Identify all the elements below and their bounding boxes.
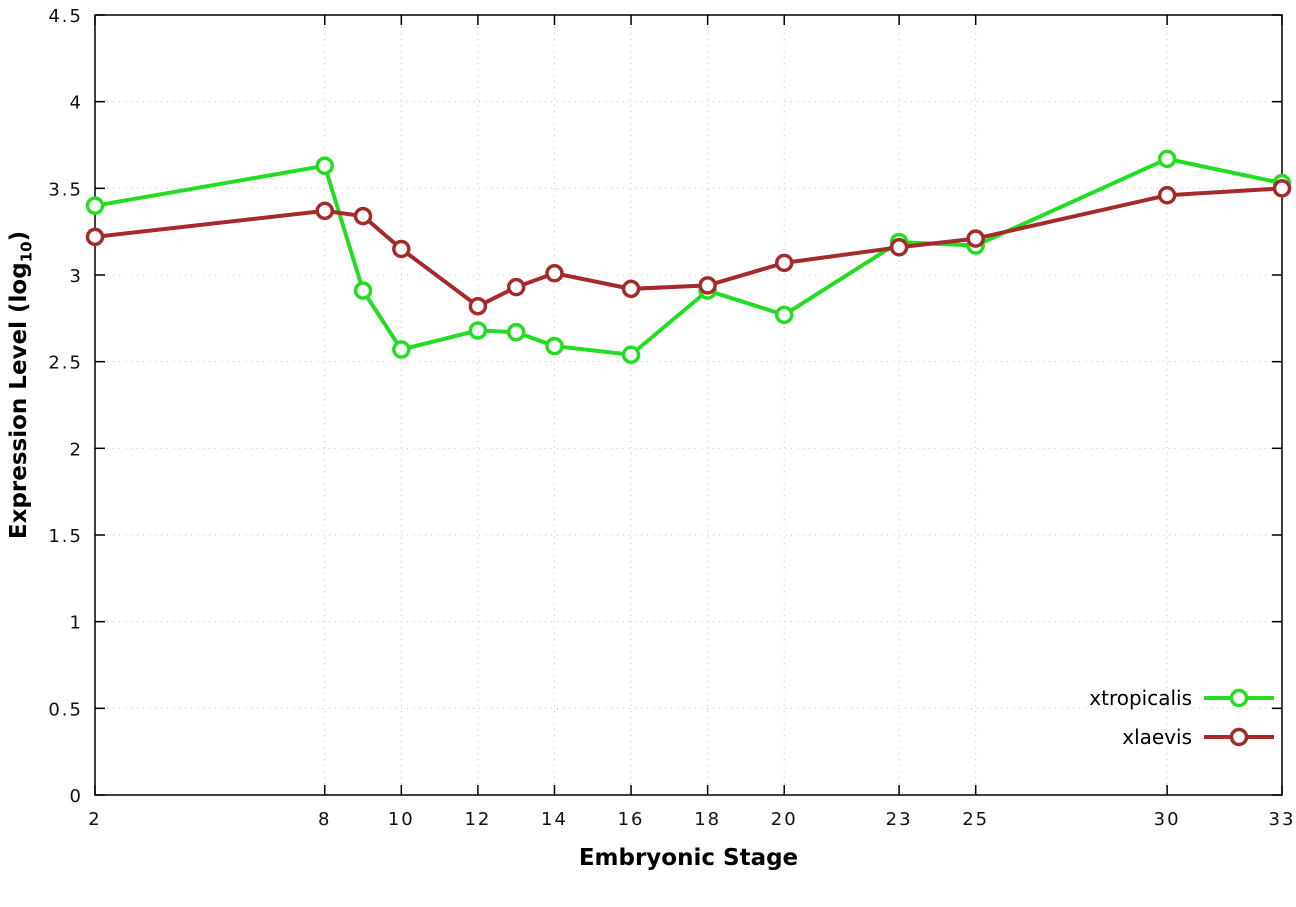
x-tick-label: 10	[388, 809, 415, 830]
x-tick-label: 30	[1154, 809, 1181, 830]
x-tick-label: 20	[771, 809, 798, 830]
data-point-xlaevis	[1272, 179, 1292, 198]
data-point-xlaevis	[774, 253, 794, 273]
data-point-xlaevis	[966, 229, 985, 248]
data-point-xtropicalis	[85, 196, 105, 215]
data-point-xtropicalis	[315, 156, 334, 176]
data-point-xlaevis	[1157, 186, 1177, 205]
y-tick-label: 0	[70, 786, 83, 807]
legend-marker-xlaevis	[1229, 727, 1249, 747]
x-tick-label: 12	[464, 809, 491, 830]
y-axis-label-text: Expression Level (log	[6, 262, 32, 540]
y-tick-label: 1	[70, 613, 83, 634]
x-tick-label: 2	[88, 809, 101, 830]
x-tick-label: 25	[962, 809, 989, 830]
y-tick-label: 0.5	[48, 699, 83, 720]
plot-border	[94, 14, 1283, 796]
legend-label-xlaevis: xlaevis	[1122, 725, 1192, 749]
data-point-xtropicalis	[468, 321, 488, 340]
data-point-xlaevis	[889, 238, 909, 257]
data-point-xlaevis	[85, 227, 105, 247]
y-axis-label-close: )	[6, 230, 32, 242]
legend-marker-xtropicalis	[1229, 688, 1249, 708]
y-tick-label: 4.5	[48, 6, 83, 27]
y-tick-label: 1.5	[48, 526, 83, 547]
data-point-xtropicalis	[506, 322, 526, 342]
data-point-xtropicalis	[621, 345, 641, 364]
data-point-xlaevis	[698, 276, 717, 295]
x-tick-label: 16	[618, 809, 645, 830]
y-axis-label: Expression Level (log10)	[6, 231, 36, 539]
data-point-xtropicalis	[353, 281, 373, 300]
data-point-xlaevis	[506, 277, 526, 297]
x-tick-label: 8	[318, 809, 331, 830]
legend-label-xtropicalis: xtropicalis	[1089, 686, 1192, 710]
x-tick-label: 33	[1269, 809, 1296, 830]
data-point-xtropicalis	[545, 336, 564, 356]
x-axis-label: Embryonic Stage	[578, 845, 799, 871]
y-tick-label: 3.5	[48, 179, 83, 200]
data-point-xlaevis	[353, 206, 373, 226]
data-point-xtropicalis	[1157, 149, 1177, 169]
data-point-xlaevis	[392, 239, 411, 259]
series-line-xtropicalis	[93, 156, 1284, 357]
y-axis-label-subscript: 10	[17, 241, 36, 263]
x-tick-label: 18	[694, 809, 721, 830]
series-line-xlaevis	[93, 186, 1284, 309]
y-tick-label: 2.5	[48, 353, 83, 374]
y-tick-label: 2	[70, 439, 83, 460]
x-tick-label: 23	[886, 809, 913, 830]
x-tick-label: 14	[541, 809, 568, 830]
data-point-xtropicalis	[392, 340, 411, 359]
data-point-xlaevis	[621, 279, 641, 299]
y-tick-label: 4	[70, 93, 83, 114]
data-point-xlaevis	[315, 201, 334, 221]
y-tick-label: 3	[70, 266, 83, 287]
data-point-xtropicalis	[774, 305, 794, 325]
data-point-xlaevis	[468, 296, 488, 316]
data-point-xlaevis	[545, 264, 564, 283]
